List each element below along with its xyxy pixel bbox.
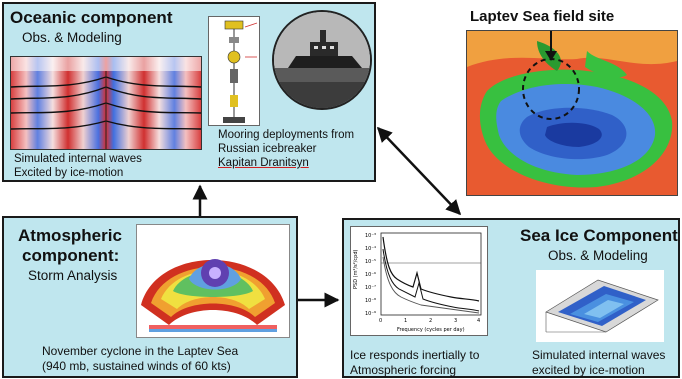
spectrum-ytick: 10⁻³	[365, 233, 376, 239]
sea-ice-title: Sea Ice Component	[520, 226, 678, 245]
oceanic-title: Oceanic component	[10, 8, 173, 27]
model-caption-2: excited by ice-motion	[532, 363, 645, 377]
ice-motion-model-plot	[536, 270, 664, 342]
spectrum-ytick: 10⁻⁸	[365, 298, 376, 304]
laptev-title: Laptev Sea field site	[470, 8, 615, 25]
mooring-caption-1: Mooring deployments from	[218, 129, 355, 141]
mooring-caption-2: Russian icebreaker	[218, 143, 317, 155]
model-caption-1: Simulated internal waves	[532, 348, 666, 362]
cyclone-caption-2: (940 mb, sustained winds of 60 kts)	[42, 359, 231, 373]
spectrum-xtick: 2	[429, 318, 432, 324]
atmospheric-component-panel: Atmospheric component: Storm Analysis No…	[2, 216, 298, 378]
internal-waves-image	[10, 56, 202, 150]
internal-waves-caption-2: Excited by ice-motion	[14, 167, 124, 179]
spectrum-ytick: 10⁻⁵	[365, 259, 376, 265]
spectrum-xlabel: Frequency (cycles per day)	[397, 327, 465, 333]
arrow-ocean-seaice	[376, 126, 462, 216]
mooring-diagram	[208, 16, 260, 126]
cyclone-caption-1: November cyclone in the Laptev Sea	[42, 344, 239, 358]
oceanic-subtitle: Obs. & Modeling	[22, 30, 122, 45]
spectrum-xtick: 1	[404, 318, 407, 324]
spectrum-caption-1: Ice responds inertially to	[350, 348, 480, 362]
atmospheric-title-line-2: component:	[22, 246, 120, 265]
spectrum-ytick: 10⁻⁷	[365, 285, 376, 291]
spectrum-ytick: 10⁻⁶	[365, 272, 376, 278]
atmospheric-subtitle: Storm Analysis	[28, 268, 118, 283]
sea-ice-component-panel: PSD (m²/s²/cpd) 10⁻³ 10⁻⁴ 10⁻⁵ 10⁻⁶ 10⁻⁷…	[342, 218, 680, 378]
laptev-sea-map	[466, 30, 678, 196]
spectrum-ytick: 10⁻⁹	[365, 311, 376, 317]
cyclone-map	[136, 224, 290, 338]
ice-spectrum-plot: PSD (m²/s²/cpd) 10⁻³ 10⁻⁴ 10⁻⁵ 10⁻⁶ 10⁻⁷…	[350, 226, 488, 336]
spectrum-caption-2: Atmospheric forcing	[350, 363, 457, 377]
internal-waves-caption-1: Simulated internal waves	[14, 153, 142, 165]
oceanic-component-panel: Oceanic component Obs. & Modeling	[2, 2, 376, 182]
spectrum-yticks: 10⁻³ 10⁻⁴ 10⁻⁵ 10⁻⁶ 10⁻⁷ 10⁻⁸ 10⁻⁹	[365, 233, 376, 317]
spectrum-ytick: 10⁻⁴	[365, 246, 376, 252]
icebreaker-photo	[272, 10, 372, 110]
sea-ice-subtitle: Obs. & Modeling	[548, 248, 648, 263]
spectrum-xtick: 0	[379, 318, 382, 324]
atmospheric-title-line-1: Atmospheric	[18, 226, 122, 245]
spectrum-xtick: 4	[477, 318, 480, 324]
mooring-caption-3: Kapitan Dranitsyn	[218, 157, 309, 169]
spectrum-xtick: 3	[454, 318, 457, 324]
spectrum-ylabel: PSD (m²/s²/cpd)	[353, 249, 359, 289]
spectrum-xticks: 0 1 2 3 4	[379, 318, 480, 324]
